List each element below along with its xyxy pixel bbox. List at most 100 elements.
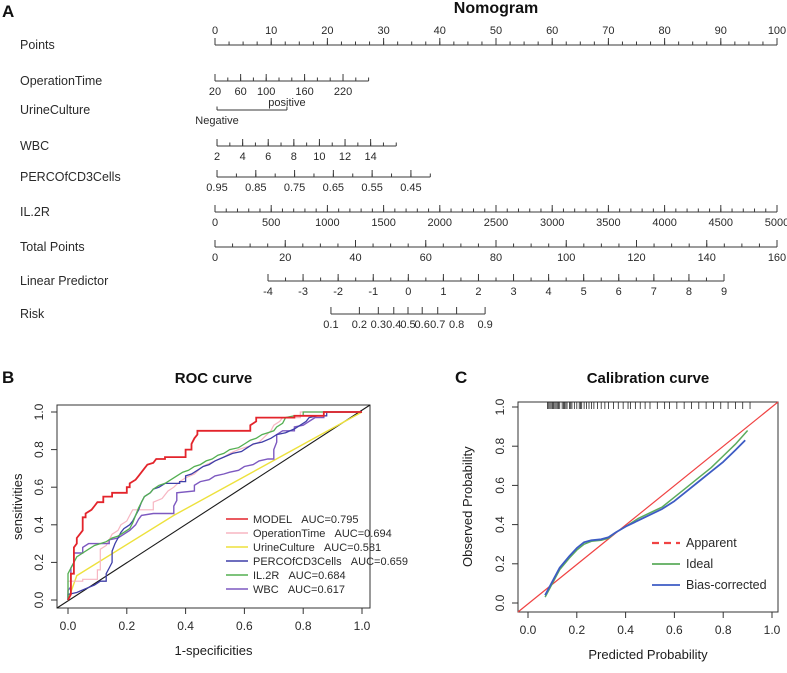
nomogram-row-operationtime: OperationTime 20 60 100 160 220 bbox=[20, 74, 370, 98]
tick-label: 0.5 bbox=[400, 319, 415, 331]
tick-label: 3 bbox=[510, 286, 516, 298]
tick-label: 5000 bbox=[765, 217, 787, 229]
tick-label: 8 bbox=[291, 151, 297, 163]
calibration-legend: Apparent Ideal Bias-corrected bbox=[652, 536, 767, 592]
tick-label: 0.7 bbox=[430, 319, 445, 331]
plot-box bbox=[56, 404, 371, 609]
x-tick-label: 0.6 bbox=[236, 619, 253, 633]
rug-marks bbox=[547, 402, 751, 409]
labeled-ticks: 0 20 40 60 80 100 120 140 160 bbox=[212, 240, 786, 264]
tick-label: 8 bbox=[686, 286, 692, 298]
tick-label: 0.9 bbox=[477, 319, 492, 331]
tick-label: 0.8 bbox=[449, 319, 464, 331]
axis-annotation: Negative bbox=[195, 115, 238, 127]
x-tick-label: 0.4 bbox=[617, 623, 634, 637]
tick-label: 2 bbox=[475, 286, 481, 298]
tick-label: 0.4 bbox=[386, 319, 401, 331]
labeled-ticks: -4 -3 -2 -1 0 1 2 3 4 5 6 7 8 9 bbox=[263, 274, 727, 298]
y-tick-label: 0.6 bbox=[493, 477, 507, 494]
tick-label: 1500 bbox=[371, 217, 395, 229]
tick-label: 1 bbox=[440, 286, 446, 298]
tick-label: 10 bbox=[265, 25, 277, 37]
legend-label-wbc: WBC AUC=0.617 bbox=[253, 584, 345, 596]
tick-label: 100 bbox=[557, 252, 575, 264]
tick-label: 0.3 bbox=[371, 319, 386, 331]
labeled-ticks: 0.95 0.85 0.75 0.65 0.55 0.45 bbox=[206, 170, 422, 194]
calibration-series-bias-corrected bbox=[544, 439, 746, 596]
legend-label-il-2r: IL.2R AUC=0.684 bbox=[253, 570, 346, 582]
labeled-ticks: 20 60 100 160 220 bbox=[209, 74, 352, 98]
panel-c-letter: C bbox=[455, 368, 468, 387]
x-tick-label: 0.8 bbox=[295, 619, 312, 633]
y-axis-ticks: 0.0 0.2 0.4 0.6 0.8 1.0 bbox=[493, 398, 518, 611]
tick-label: 0.2 bbox=[352, 319, 367, 331]
tick-label: 3500 bbox=[596, 217, 620, 229]
minor-ticks bbox=[216, 142, 397, 146]
tick-label: 80 bbox=[658, 25, 670, 37]
tick-label: -1 bbox=[368, 286, 378, 298]
labeled-ticks: 0 500 1000 1500 2000 2500 3000 3500 4000 4500 5000 bbox=[212, 205, 787, 229]
roc-series-wbc bbox=[67, 411, 362, 600]
minor-ticks bbox=[216, 106, 288, 110]
x-tick-label: 0.2 bbox=[568, 623, 585, 637]
x-tick-label: 1.0 bbox=[764, 623, 781, 637]
panel-a-letter: A bbox=[2, 2, 15, 21]
y-axis-ticks: 0.0 0.2 0.4 0.6 0.8 1.0 bbox=[32, 403, 57, 608]
y-tick-label: 0.4 bbox=[493, 516, 507, 533]
tick-label: -3 bbox=[298, 286, 308, 298]
nomogram-row-label: PERCOfCD3Cells bbox=[20, 170, 121, 184]
panel-b-letter: B bbox=[2, 368, 15, 387]
apparent-line bbox=[517, 401, 779, 613]
tick-label: 140 bbox=[698, 252, 716, 264]
tick-label: 40 bbox=[434, 25, 446, 37]
tick-label: 0.95 bbox=[206, 182, 227, 194]
tick-label: 0 bbox=[212, 217, 218, 229]
roc-series-urineculture bbox=[67, 411, 363, 601]
tick-label: 0.1 bbox=[323, 319, 338, 331]
y-tick-label: 0.2 bbox=[493, 555, 507, 572]
nomogram-row-label: IL.2R bbox=[20, 205, 50, 219]
roc-series-model bbox=[67, 411, 362, 601]
tick-label: 2500 bbox=[484, 217, 508, 229]
legend-label-urineculture: UrineCulture AUC=0.581 bbox=[253, 542, 381, 554]
roc-canvas: 0.0 0.2 0.4 0.6 0.8 1.0 0.0 0.2 0.4 0.6 0.8 1.0 MODE… bbox=[32, 403, 408, 633]
calibration-series-ideal bbox=[544, 430, 749, 598]
tick-label: 2 bbox=[214, 151, 220, 163]
tick-label: 60 bbox=[546, 25, 558, 37]
minor-ticks bbox=[216, 173, 431, 177]
tick-label: 14 bbox=[364, 151, 376, 163]
roc-series-il-2r bbox=[67, 411, 362, 600]
tick-label: 50 bbox=[490, 25, 502, 37]
panel-b-roc: B ROC curve sensitivities 1-specificitie… bbox=[0, 360, 430, 673]
y-tick-label: 0.4 bbox=[32, 516, 46, 533]
x-tick-label: 0.6 bbox=[666, 623, 683, 637]
labeled-ticks: 2 4 6 8 10 12 14 bbox=[214, 139, 377, 163]
tick-label: 160 bbox=[768, 252, 786, 264]
tick-label: 6 bbox=[616, 286, 622, 298]
nomogram-row-points: Points 0 10 20 30 40 50 60 70 80 90 100 bbox=[20, 25, 786, 52]
nomogram-row-label: Total Points bbox=[20, 240, 85, 254]
nomogram-row-linear-predictor: Linear Predictor -4 -3 -2 -1 0 1 2 3 4 5 6 7 8 9 bbox=[20, 274, 727, 298]
y-tick-label: 0.0 bbox=[493, 594, 507, 611]
roc-series-percofcd3cells bbox=[67, 411, 362, 600]
tick-label: -4 bbox=[263, 286, 273, 298]
legend-label-bias-corrected: Bias-corrected bbox=[686, 578, 767, 592]
minor-ticks bbox=[267, 277, 725, 281]
panel-c-calibration: C Calibration curve Observed Probability… bbox=[430, 360, 787, 673]
tick-label: 4000 bbox=[652, 217, 676, 229]
tick-label: 12 bbox=[339, 151, 351, 163]
tick-label: 0.55 bbox=[361, 182, 382, 194]
panel-a-nomogram: A Nomogram Points 0 10 20 30 40 50 60 70 80 90 100 O… bbox=[2, 0, 787, 331]
nomogram-row-urineculture: UrineCulture positive Negative bbox=[20, 97, 306, 127]
y-tick-label: 0.6 bbox=[32, 479, 46, 496]
calibration-xlabel: Predicted Probability bbox=[588, 647, 708, 662]
tick-label: 40 bbox=[349, 252, 361, 264]
tick-label: 500 bbox=[262, 217, 280, 229]
legend-label-operationtime: OperationTime AUC=0.694 bbox=[253, 528, 392, 540]
y-tick-label: 1.0 bbox=[493, 398, 507, 415]
tick-label: 7 bbox=[651, 286, 657, 298]
tick-label: -2 bbox=[333, 286, 343, 298]
x-tick-label: 1.0 bbox=[354, 619, 371, 633]
y-tick-label: 0.2 bbox=[32, 554, 46, 571]
